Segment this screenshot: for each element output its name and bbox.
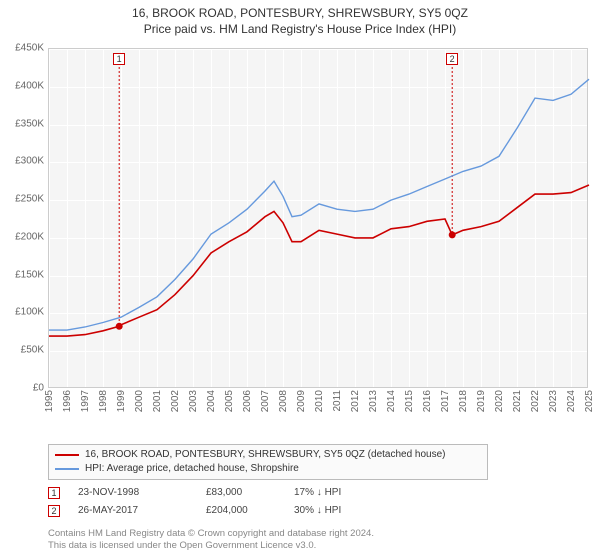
legend-label-property: 16, BROOK ROAD, PONTESBURY, SHREWSBURY, … bbox=[85, 448, 446, 462]
marker-delta-2: 30% ↓ HPI bbox=[294, 502, 384, 520]
marker-row-2: 2 26-MAY-2017 £204,000 30% ↓ HPI bbox=[48, 502, 588, 520]
marker-flag-2: 2 bbox=[446, 53, 458, 65]
x-tick-label: 2019 bbox=[476, 390, 487, 412]
x-tick-label: 2001 bbox=[152, 390, 163, 412]
legend-swatch-hpi bbox=[55, 468, 79, 470]
x-tick-label: 2007 bbox=[260, 390, 271, 412]
series-line-hpi bbox=[49, 79, 589, 330]
chart-lines bbox=[49, 49, 589, 389]
x-tick-label: 2024 bbox=[566, 390, 577, 412]
x-tick-label: 2023 bbox=[548, 390, 559, 412]
x-tick-label: 2004 bbox=[206, 390, 217, 412]
chart-title-block: 16, BROOK ROAD, PONTESBURY, SHREWSBURY, … bbox=[0, 0, 600, 36]
x-tick-label: 2014 bbox=[386, 390, 397, 412]
y-axis: £0£50K£100K£150K£200K£250K£300K£350K£400… bbox=[2, 48, 44, 388]
marker-badge-2: 2 bbox=[48, 505, 60, 517]
x-tick-label: 2013 bbox=[368, 390, 379, 412]
x-tick-label: 2012 bbox=[350, 390, 361, 412]
legend-row-hpi: HPI: Average price, detached house, Shro… bbox=[55, 462, 481, 476]
x-tick-label: 2000 bbox=[134, 390, 145, 412]
y-tick-label: £350K bbox=[2, 118, 44, 129]
legend-label-hpi: HPI: Average price, detached house, Shro… bbox=[85, 462, 299, 476]
x-tick-label: 1996 bbox=[62, 390, 73, 412]
x-tick-label: 2018 bbox=[458, 390, 469, 412]
title-line1: 16, BROOK ROAD, PONTESBURY, SHREWSBURY, … bbox=[0, 6, 600, 20]
footer-line1: Contains HM Land Registry data © Crown c… bbox=[48, 528, 374, 540]
legend-box: 16, BROOK ROAD, PONTESBURY, SHREWSBURY, … bbox=[48, 444, 488, 480]
x-tick-label: 2011 bbox=[332, 390, 343, 412]
y-tick-label: £200K bbox=[2, 231, 44, 242]
marker-date-1: 23-NOV-1998 bbox=[78, 484, 188, 502]
series-line-property bbox=[49, 185, 589, 336]
footer-attribution: Contains HM Land Registry data © Crown c… bbox=[48, 528, 374, 552]
x-tick-label: 2010 bbox=[314, 390, 325, 412]
x-tick-label: 2005 bbox=[224, 390, 235, 412]
marker-badge-1: 1 bbox=[48, 487, 60, 499]
x-tick-label: 2021 bbox=[512, 390, 523, 412]
marker-table: 1 23-NOV-1998 £83,000 17% ↓ HPI 2 26-MAY… bbox=[48, 484, 588, 520]
x-tick-label: 2022 bbox=[530, 390, 541, 412]
marker-row-1: 1 23-NOV-1998 £83,000 17% ↓ HPI bbox=[48, 484, 588, 502]
marker-point bbox=[449, 231, 456, 238]
footer-line2: This data is licensed under the Open Gov… bbox=[48, 540, 374, 552]
y-tick-label: £400K bbox=[2, 80, 44, 91]
gridline-v bbox=[589, 49, 590, 387]
legend-row-property: 16, BROOK ROAD, PONTESBURY, SHREWSBURY, … bbox=[55, 448, 481, 462]
marker-price-2: £204,000 bbox=[206, 502, 276, 520]
marker-delta-1: 17% ↓ HPI bbox=[294, 484, 384, 502]
x-tick-label: 1995 bbox=[44, 390, 55, 412]
y-tick-label: £300K bbox=[2, 156, 44, 167]
y-tick-label: £0 bbox=[2, 383, 44, 394]
x-tick-label: 1998 bbox=[98, 390, 109, 412]
x-tick-label: 2020 bbox=[494, 390, 505, 412]
x-tick-label: 2017 bbox=[440, 390, 451, 412]
x-tick-label: 1999 bbox=[116, 390, 127, 412]
y-tick-label: £450K bbox=[2, 43, 44, 54]
x-tick-label: 2016 bbox=[422, 390, 433, 412]
title-line2: Price paid vs. HM Land Registry's House … bbox=[0, 22, 600, 36]
x-tick-label: 2006 bbox=[242, 390, 253, 412]
x-tick-label: 2009 bbox=[296, 390, 307, 412]
chart-area: 12 £0£50K£100K£150K£200K£250K£300K£350K£… bbox=[48, 48, 588, 408]
y-tick-label: £50K bbox=[2, 345, 44, 356]
x-tick-label: 1997 bbox=[80, 390, 91, 412]
marker-date-2: 26-MAY-2017 bbox=[78, 502, 188, 520]
y-tick-label: £250K bbox=[2, 194, 44, 205]
y-tick-label: £150K bbox=[2, 269, 44, 280]
x-tick-label: 2003 bbox=[188, 390, 199, 412]
plot-background: 12 bbox=[48, 48, 588, 388]
x-tick-label: 2015 bbox=[404, 390, 415, 412]
legend-swatch-property bbox=[55, 454, 79, 456]
marker-flag-1: 1 bbox=[113, 53, 125, 65]
marker-price-1: £83,000 bbox=[206, 484, 276, 502]
x-tick-label: 2025 bbox=[584, 390, 595, 412]
y-tick-label: £100K bbox=[2, 307, 44, 318]
marker-point bbox=[116, 323, 123, 330]
x-tick-label: 2008 bbox=[278, 390, 289, 412]
x-tick-label: 2002 bbox=[170, 390, 181, 412]
x-axis: 1995199619971998199920002001200220032004… bbox=[48, 390, 588, 440]
